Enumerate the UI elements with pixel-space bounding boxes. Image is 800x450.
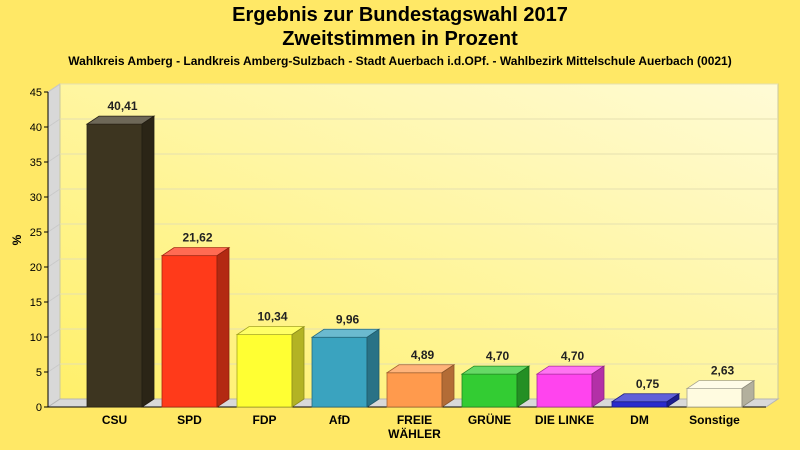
- gridline-side: [47, 188, 61, 198]
- bar-value-label: 9,96: [336, 312, 360, 326]
- chart-subtitle: Wahlkreis Amberg - Landkreis Amberg-Sulz…: [68, 54, 732, 68]
- bar-side: [141, 115, 155, 408]
- bar-group: 0,75 DM: [610, 377, 681, 427]
- y-tick-label: 45: [30, 87, 42, 99]
- x-tick-label: DIE LINKE: [535, 413, 594, 427]
- bar-group: 2,63 Sonstige: [685, 364, 756, 427]
- bar-side: [741, 379, 755, 408]
- x-tick-label: WÄHLER: [388, 426, 441, 441]
- bar-group: 10,34 FDP: [235, 310, 306, 427]
- bar: [461, 373, 518, 408]
- bar-side: [291, 325, 305, 408]
- gridline-side: [47, 223, 61, 233]
- bar: [386, 372, 443, 408]
- y-axis-label: %: [10, 234, 24, 245]
- bar: [161, 255, 218, 408]
- x-tick-label: Sonstige: [689, 413, 740, 427]
- x-tick-label: GRÜNE: [468, 412, 511, 427]
- chart-title: Ergebnis zur Bundestagswahl 2017: [232, 4, 568, 26]
- y-tick-label: 0: [36, 402, 42, 414]
- gridline-side: [47, 328, 61, 338]
- bar: [236, 334, 293, 408]
- x-tick-label: FREIE: [397, 413, 432, 427]
- y-tick-label: 25: [30, 227, 42, 239]
- bar-value-label: 2,63: [711, 364, 735, 378]
- bar-group: 9,96 AfD: [310, 312, 381, 427]
- bar: [311, 336, 368, 408]
- bar-side: [666, 393, 680, 408]
- y-tick-label: 20: [30, 262, 42, 274]
- bar-group: 4,70 GRÜNE: [460, 349, 531, 427]
- bar-side: [516, 365, 530, 408]
- bar-value-label: 4,70: [561, 349, 585, 363]
- y-tick-label: 15: [30, 297, 42, 309]
- bar-value-label: 0,75: [636, 377, 660, 391]
- y-tick-label: 5: [36, 367, 42, 379]
- gridline-side: [47, 118, 61, 128]
- x-tick-label: DM: [630, 413, 649, 427]
- bar-value-label: 4,89: [411, 348, 435, 362]
- gridline-side: [47, 258, 61, 268]
- bar-value-label: 10,34: [257, 310, 287, 324]
- bar-group: 21,62 SPD: [160, 231, 231, 427]
- plot-side-wall: [47, 83, 61, 408]
- bar: [536, 373, 593, 408]
- x-tick-label: FDP: [253, 413, 277, 427]
- gridline-side: [47, 153, 61, 163]
- bar: [86, 123, 143, 408]
- bar-value-label: 21,62: [182, 231, 212, 245]
- x-tick-label: CSU: [102, 413, 127, 427]
- x-tick-label: AfD: [329, 413, 351, 427]
- y-tick-label: 30: [30, 192, 42, 204]
- bar-side: [591, 365, 605, 408]
- bar-value-label: 40,41: [107, 99, 137, 113]
- bar-group: 4,70 DIE LINKE: [535, 349, 606, 427]
- bar-side: [366, 328, 380, 408]
- bar-group: 40,41 CSU: [85, 99, 156, 427]
- y-tick-label: 40: [30, 122, 42, 134]
- chart-title-line2: Zweitstimmen in Prozent: [282, 28, 518, 50]
- bar: [686, 388, 743, 408]
- bar-side: [216, 246, 230, 408]
- gridline-side: [47, 363, 61, 373]
- y-tick-label: 10: [30, 332, 42, 344]
- bar-side: [441, 364, 455, 408]
- bar: [611, 401, 668, 408]
- bar-value-label: 4,70: [486, 349, 510, 363]
- x-tick-label: SPD: [177, 413, 202, 427]
- gridline-side: [47, 293, 61, 303]
- y-tick-label: 35: [30, 157, 42, 169]
- gridline-side: [47, 83, 61, 93]
